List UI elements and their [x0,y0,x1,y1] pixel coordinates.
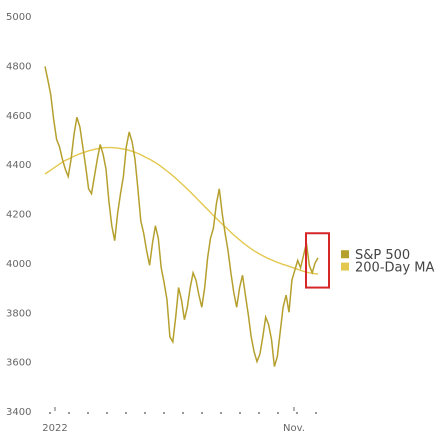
x-axis-dots [49,412,317,414]
x-axis-dot [277,412,279,414]
x-tick-label-2022: 2022 [42,423,67,434]
highlight-box [305,232,330,289]
y-tick-label: 3800 [6,308,31,319]
y-tick-label: 3600 [6,358,31,369]
legend-label-200-day-ma: 200-Day MA [355,261,435,276]
y-tick-label: 4000 [6,259,31,270]
x-axis-dot [144,412,146,414]
legend-swatch-sp500 [341,250,349,259]
x-axis-dot [220,412,222,414]
x-axis-dot [201,412,203,414]
x-axis-dot [49,412,51,414]
y-tick-label: 3400 [6,407,31,418]
x-tick-label-nov: Nov. [283,423,305,434]
x-axis-dot [296,412,298,414]
x-axis-dot [106,412,108,414]
series-line-sp500 [44,66,319,367]
x-axis-dot [182,412,184,414]
x-axis-dot [163,412,165,414]
x-axis-dot [125,412,127,414]
y-axis-ticks: 5000 4800 4600 4400 4200 4000 3800 3600 … [6,12,31,418]
legend-swatch-200-day-ma [341,262,349,271]
y-tick-label: 4800 [6,61,31,72]
y-tick-label: 4200 [6,210,31,221]
x-axis-dot [315,412,317,414]
x-axis-dot [258,412,260,414]
y-tick-label: 4600 [6,111,31,122]
y-tick-label: 4400 [6,160,31,171]
series-line-200-day-ma [44,146,319,275]
x-axis-dot [68,412,70,414]
y-tick-label: 5000 [6,12,31,23]
legend-label-sp500: S&P 500 [355,248,410,263]
x-axis-dot [87,412,89,414]
x-axis-dot [239,412,241,414]
legend: S&P 500 200-Day MA [341,248,435,276]
